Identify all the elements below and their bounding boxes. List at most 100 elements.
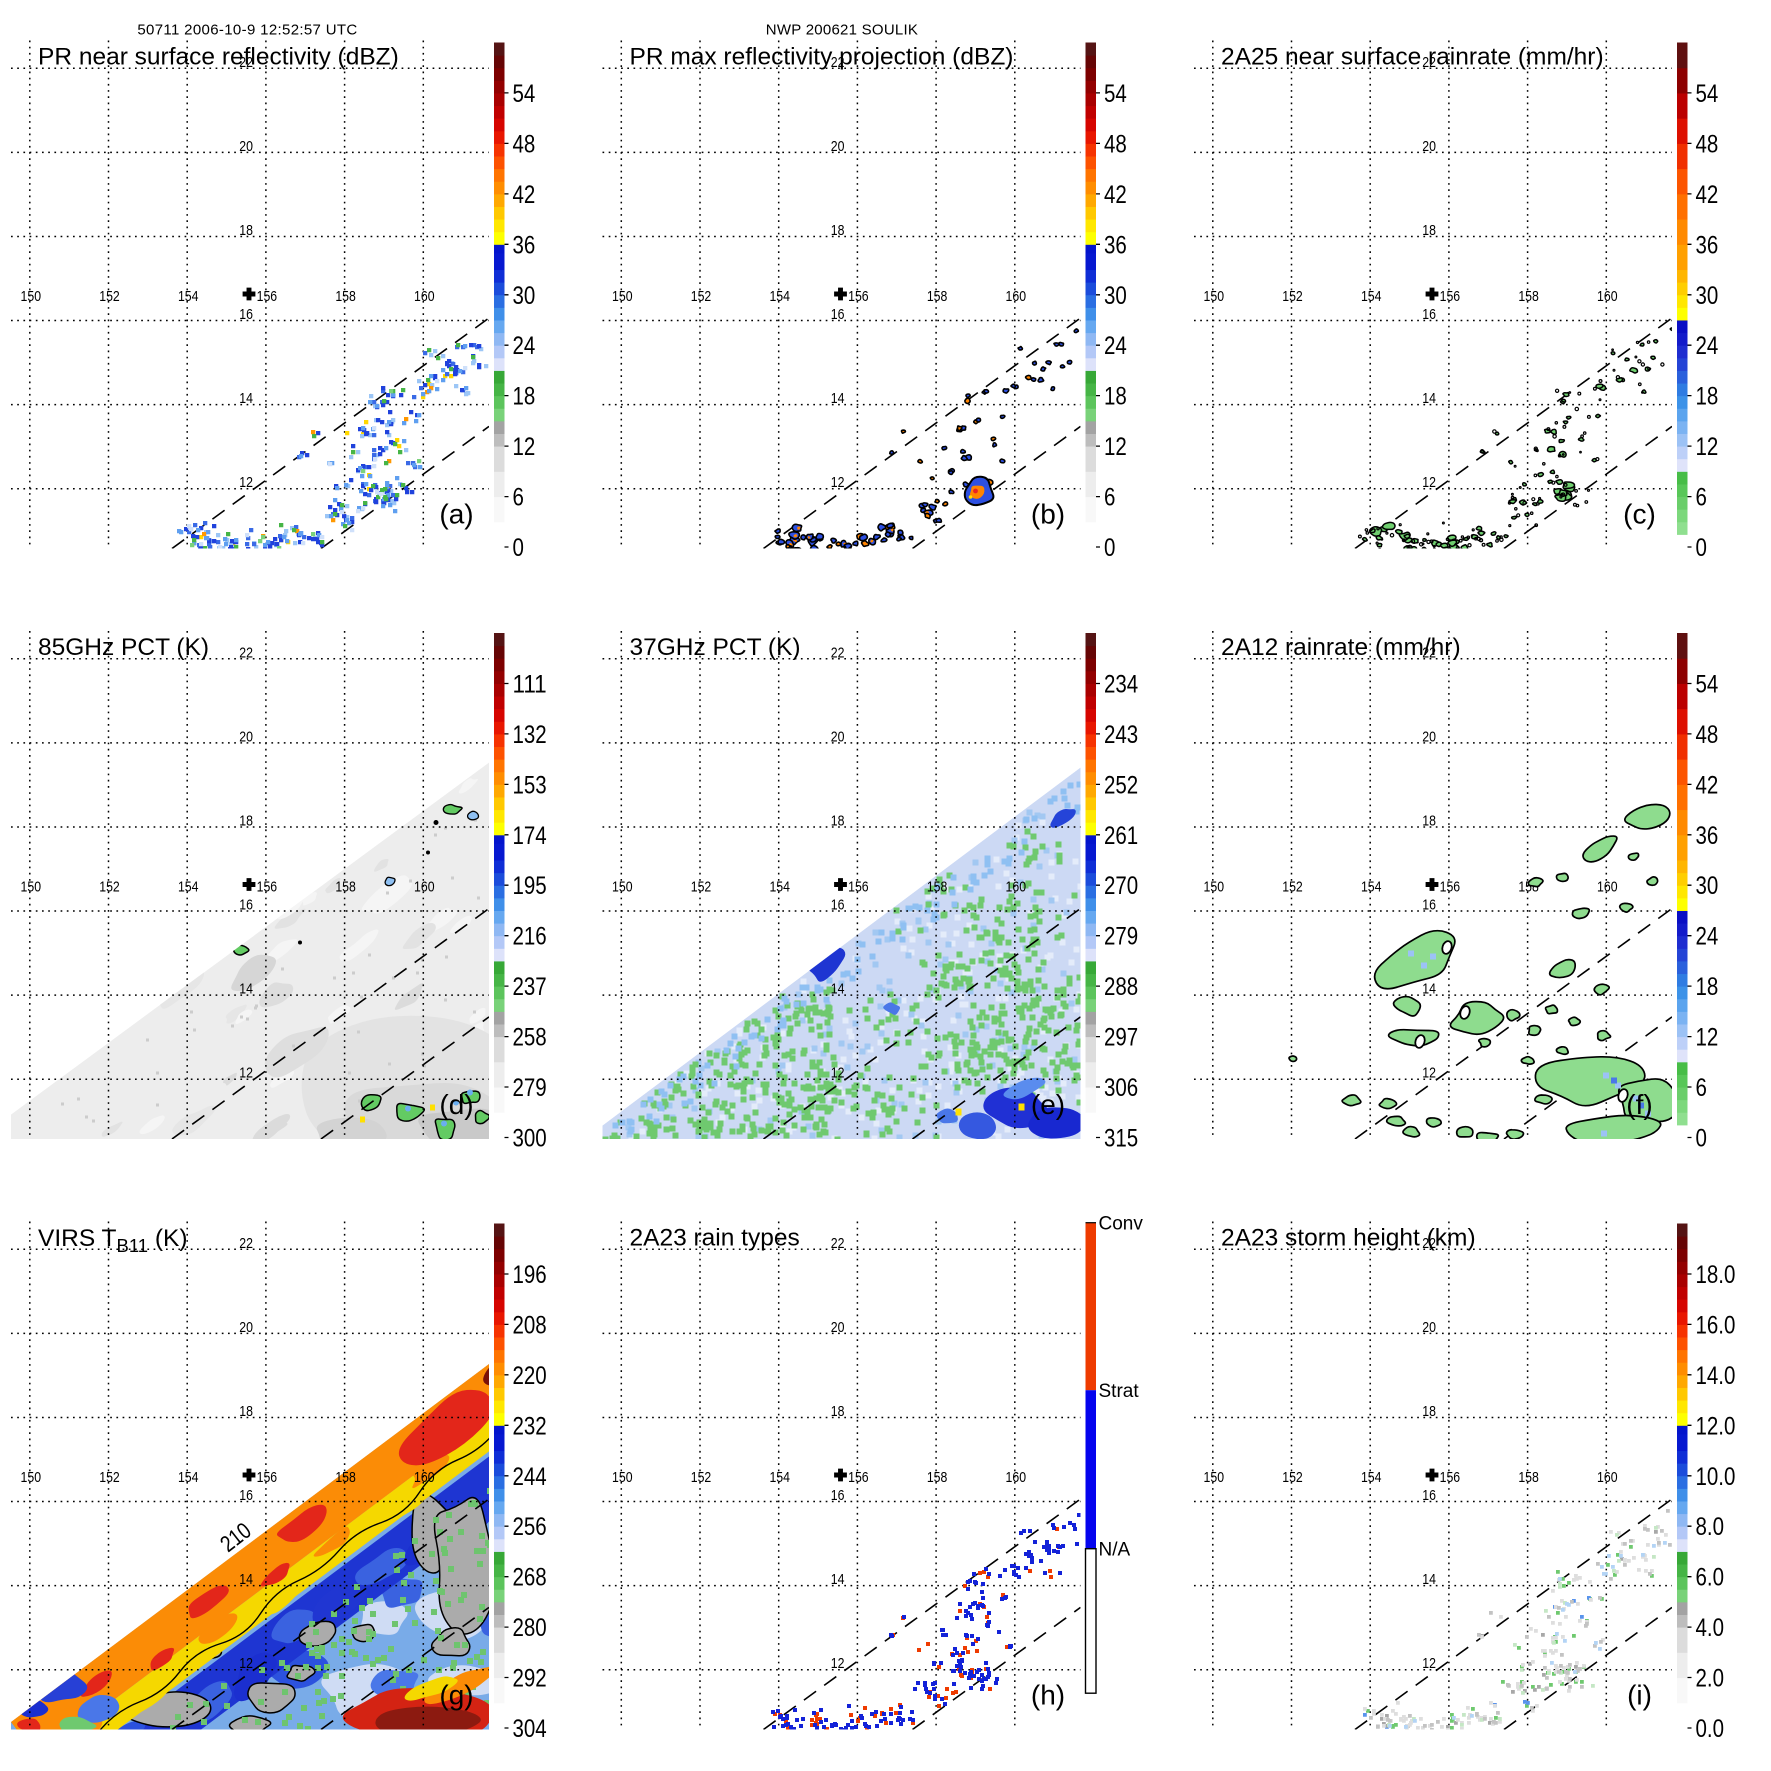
svg-text:18: 18 [513, 383, 536, 411]
svg-text:Conv: Conv [1099, 1214, 1144, 1235]
svg-text:156: 156 [1440, 288, 1461, 305]
svg-text:160: 160 [1006, 879, 1027, 896]
svg-text:315: 315 [1104, 1125, 1138, 1153]
svg-text:0.0: 0.0 [1696, 1715, 1725, 1743]
svg-text:195: 195 [513, 872, 547, 900]
svg-text:(g): (g) [439, 1680, 473, 1711]
svg-text:280: 280 [513, 1614, 547, 1642]
svg-text:150: 150 [612, 288, 633, 305]
svg-text:50711 2006-10-9 12:52:57 UTC: 50711 2006-10-9 12:52:57 UTC [137, 21, 357, 38]
svg-text:154: 154 [769, 1469, 790, 1486]
svg-text:158: 158 [335, 879, 356, 896]
svg-text:156: 156 [848, 879, 869, 896]
svg-text:150: 150 [21, 879, 42, 896]
svg-text:154: 154 [178, 879, 199, 896]
svg-text:152: 152 [691, 288, 712, 305]
svg-text:36: 36 [1696, 822, 1719, 850]
svg-text:36: 36 [513, 231, 536, 259]
svg-text:16: 16 [1422, 1487, 1436, 1504]
svg-text:6: 6 [1104, 484, 1115, 512]
svg-text:(b): (b) [1031, 499, 1065, 530]
svg-text:6: 6 [1696, 484, 1707, 512]
svg-text:160: 160 [414, 288, 435, 305]
svg-text:12: 12 [1104, 433, 1127, 461]
svg-text:156: 156 [1440, 879, 1461, 896]
svg-text:158: 158 [927, 879, 948, 896]
svg-text:14: 14 [831, 981, 845, 998]
svg-text:156: 156 [848, 288, 869, 305]
svg-text:0: 0 [1696, 1125, 1707, 1153]
svg-text:12: 12 [1422, 1065, 1436, 1082]
svg-text:174: 174 [513, 822, 547, 850]
svg-text:42: 42 [1104, 181, 1127, 209]
svg-text:36: 36 [1104, 231, 1127, 259]
svg-text:152: 152 [99, 1469, 120, 1486]
svg-text:154: 154 [1361, 288, 1382, 305]
svg-text:14: 14 [1422, 981, 1436, 998]
svg-text:14: 14 [1422, 1571, 1436, 1588]
svg-text:14: 14 [831, 390, 845, 407]
svg-text:132: 132 [513, 721, 547, 749]
svg-text:18: 18 [1696, 383, 1719, 411]
svg-text:150: 150 [1204, 288, 1225, 305]
svg-text:14: 14 [239, 1571, 253, 1588]
svg-text:20: 20 [239, 728, 253, 745]
svg-text:261: 261 [1104, 822, 1138, 850]
svg-text:152: 152 [99, 879, 120, 896]
svg-text:16: 16 [831, 306, 845, 323]
svg-text:30: 30 [1696, 872, 1719, 900]
svg-text:Strat: Strat [1099, 1381, 1140, 1402]
svg-text:292: 292 [513, 1665, 547, 1693]
svg-text:30: 30 [1104, 282, 1127, 310]
svg-text:150: 150 [612, 1469, 633, 1486]
svg-text:16.0: 16.0 [1696, 1311, 1736, 1339]
svg-text:2A12 rainrate (mm/hr): 2A12 rainrate (mm/hr) [1221, 634, 1461, 661]
svg-text:20: 20 [239, 1319, 253, 1336]
svg-text:232: 232 [513, 1412, 547, 1440]
svg-text:244: 244 [513, 1463, 547, 1491]
svg-text:18: 18 [831, 1403, 845, 1420]
svg-text:0: 0 [1696, 534, 1707, 562]
svg-text:24: 24 [1104, 332, 1127, 360]
svg-text:279: 279 [513, 1074, 547, 1102]
svg-text:22: 22 [1422, 1235, 1436, 1252]
svg-text:196: 196 [513, 1261, 547, 1289]
svg-text:160: 160 [1006, 288, 1027, 305]
svg-text:152: 152 [1282, 1469, 1303, 1486]
svg-text:18: 18 [1422, 1403, 1436, 1420]
svg-text:(h): (h) [1031, 1680, 1065, 1711]
svg-text:306: 306 [1104, 1074, 1138, 1102]
svg-text:234: 234 [1104, 671, 1138, 699]
svg-text:216: 216 [513, 923, 547, 951]
svg-text:42: 42 [1696, 181, 1719, 209]
svg-text:22: 22 [1422, 54, 1436, 71]
svg-text:14: 14 [1422, 390, 1436, 407]
svg-text:279: 279 [1104, 923, 1138, 951]
svg-text:22: 22 [239, 644, 253, 661]
svg-text:156: 156 [848, 1469, 869, 1486]
svg-text:54: 54 [513, 80, 536, 108]
svg-text:16: 16 [831, 897, 845, 914]
svg-text:152: 152 [1282, 879, 1303, 896]
svg-text:150: 150 [612, 879, 633, 896]
svg-text:14: 14 [239, 981, 253, 998]
svg-text:30: 30 [513, 282, 536, 310]
svg-text:42: 42 [513, 181, 536, 209]
svg-text:12: 12 [513, 433, 536, 461]
svg-text:VIRS TB11 (K): VIRS TB11 (K) [38, 1225, 188, 1256]
svg-text:6: 6 [513, 484, 524, 512]
svg-text:14.0: 14.0 [1696, 1362, 1736, 1390]
svg-text:304: 304 [513, 1715, 547, 1743]
svg-text:158: 158 [335, 288, 356, 305]
svg-text:158: 158 [1518, 288, 1539, 305]
svg-text:16: 16 [239, 1487, 253, 1504]
svg-text:154: 154 [178, 1469, 199, 1486]
svg-text:160: 160 [1597, 288, 1618, 305]
svg-text:85GHz PCT (K): 85GHz PCT (K) [38, 634, 209, 661]
svg-text:24: 24 [1696, 923, 1719, 951]
svg-text:160: 160 [1597, 1469, 1618, 1486]
svg-text:4.0: 4.0 [1696, 1614, 1725, 1642]
svg-text:NWP 200621 SOULIK: NWP 200621 SOULIK [766, 21, 918, 38]
svg-text:152: 152 [1282, 288, 1303, 305]
svg-text:258: 258 [513, 1024, 547, 1052]
